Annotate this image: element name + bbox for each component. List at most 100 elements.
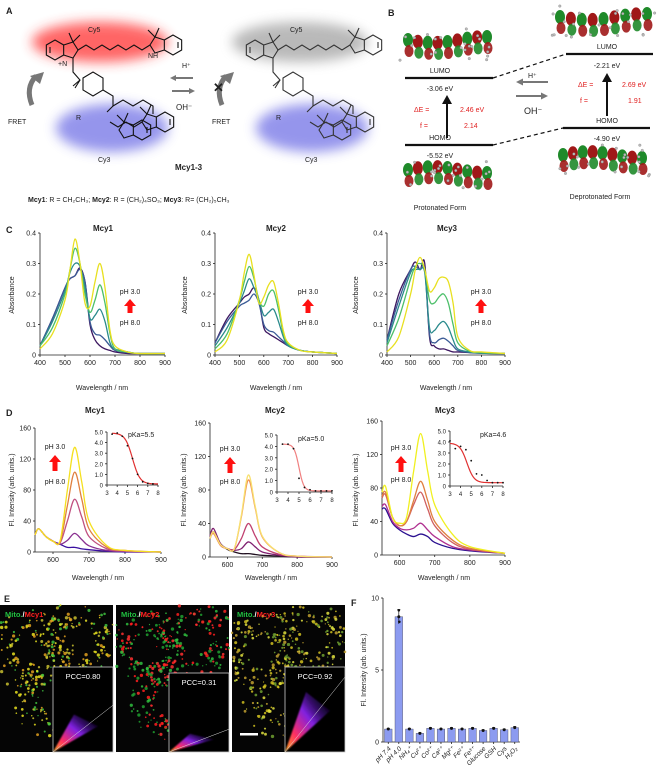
mitochondria-signal — [12, 634, 16, 638]
orbital-lobe — [463, 176, 473, 189]
mitochondria-signal — [208, 649, 212, 653]
mitochondria-signal — [251, 636, 255, 640]
panel-label-d: D — [6, 408, 13, 418]
atom — [430, 174, 434, 178]
orbital-lobe — [642, 7, 652, 22]
mitochondria-signal — [263, 711, 267, 715]
orbital-lobe — [404, 175, 414, 187]
mitochondria-signal — [160, 721, 164, 726]
atom — [480, 177, 484, 181]
mitochondria-signal — [178, 626, 181, 629]
replicate-point — [386, 727, 390, 731]
mitochondria-signal — [281, 662, 284, 665]
absorbance-chart-mcy1: 0 0.1 0.2 0.3 0.4 400 500 600 700 800 900 Mcy1 Wavel… — [9, 224, 171, 392]
mitochondria-signal — [219, 663, 222, 666]
x-axis-label: Wavelength / nm — [76, 385, 128, 392]
y-axis-label: Fl. Intensity (arb. units.) — [361, 633, 368, 706]
mitochondria-signal — [87, 608, 91, 612]
mitochondria-signal — [47, 722, 51, 726]
orbital-lobe — [434, 47, 444, 60]
y-tick-label: 0 — [207, 353, 211, 360]
mitochondria-signal — [129, 646, 132, 650]
mitochondria-signal — [146, 699, 150, 703]
scatter-density — [53, 714, 98, 752]
mitochondria-signal — [129, 703, 133, 707]
mitochondria-signal — [49, 674, 53, 677]
mitochondria-signal — [211, 649, 213, 652]
x-tick-label: 900 — [159, 360, 171, 367]
mitochondria-signal — [236, 650, 239, 654]
x-tick-label: 900 — [499, 560, 511, 567]
mitochondria-signal — [156, 630, 159, 633]
y-tick-label: 0.1 — [26, 322, 36, 329]
data-point — [126, 444, 129, 447]
mitochondria-signal — [16, 660, 20, 664]
mitochondria-signal — [164, 738, 166, 740]
mitochondria-signal — [127, 675, 130, 678]
mitochondria-signal — [255, 667, 259, 671]
y-tick-label: 80 — [370, 486, 378, 493]
mitochondria-signal — [70, 624, 73, 627]
transition-arrow-head-deprotonated — [602, 73, 612, 82]
mitochondria-signal — [210, 657, 214, 661]
x-tick-label: 800 — [291, 562, 303, 569]
mitochondria-signal — [176, 613, 180, 616]
mitochondria-signal — [257, 714, 261, 718]
mitochondria-signal — [158, 680, 161, 683]
channel-label: Mito./Mcy1 — [5, 610, 43, 619]
caption-mcy1: Mcy1 — [28, 197, 46, 204]
mitochondria-signal — [309, 659, 313, 663]
microscopy-image-mcy1: PCC=0.80 Mito./Mcy1 — [0, 604, 114, 753]
x-tick-label: 800 — [307, 360, 319, 367]
chart-title: Mcy1 — [85, 406, 106, 415]
data-point — [152, 483, 154, 485]
mitochondria-signal — [184, 628, 186, 631]
mitochondria-signal — [43, 710, 46, 713]
mitochondria-signal — [327, 651, 331, 655]
mitochondria-signal — [141, 626, 144, 628]
mitochondria-signal — [273, 635, 276, 638]
orbital-lobe — [638, 162, 648, 175]
x-tick-label: 600 — [84, 360, 96, 367]
atom — [454, 169, 458, 172]
mitochondria-signal — [227, 646, 230, 650]
atom — [551, 12, 555, 16]
mitochondria-signal — [250, 631, 252, 633]
x-axis-label: Wavelength / nm — [420, 385, 472, 392]
mitochondria-signal — [68, 617, 73, 622]
atom — [459, 46, 463, 50]
atom — [433, 168, 437, 172]
mitochondria-signal — [340, 630, 344, 634]
mitochondria-signal — [58, 627, 62, 631]
mitochondria-signal — [61, 660, 65, 664]
nh-label: NH — [148, 53, 158, 60]
fret-blocked-arrow-head — [220, 72, 234, 84]
mitochondria-signal — [36, 633, 39, 636]
mitochondria-signal — [264, 674, 267, 677]
atom — [558, 167, 562, 171]
mitochondria-signal — [11, 652, 16, 656]
mitochondria-signal — [292, 614, 294, 616]
mitochondria-signal — [242, 653, 244, 655]
cy5-glow — [32, 22, 168, 62]
caption-mcy3-r: : R= (CH₂)₅CH₃ — [181, 197, 229, 204]
mitochondria-signal — [175, 644, 179, 648]
pka-annotation: pKa=5.5 — [128, 432, 154, 439]
mitochondria-signal — [50, 666, 52, 668]
mitochondria-signal — [48, 644, 51, 647]
mitochondria-signal — [293, 628, 296, 632]
mitochondria-signal — [180, 664, 185, 668]
x-tick-label: 4 — [459, 492, 463, 498]
atom — [572, 22, 575, 26]
mitochondria-signal — [165, 663, 169, 667]
y-axis-label: Fl. Intensity (arb. units.) — [9, 453, 16, 526]
mitochondria-signal — [302, 642, 304, 644]
mitochondria-signal — [146, 670, 150, 674]
mitochondria-signal — [145, 629, 148, 632]
x-tick-label: 400 — [34, 360, 46, 367]
mitochondria-signal — [18, 634, 21, 636]
mitochondria-signal — [251, 668, 255, 672]
data-point — [146, 482, 149, 485]
y-tick-label: 160 — [194, 421, 206, 428]
